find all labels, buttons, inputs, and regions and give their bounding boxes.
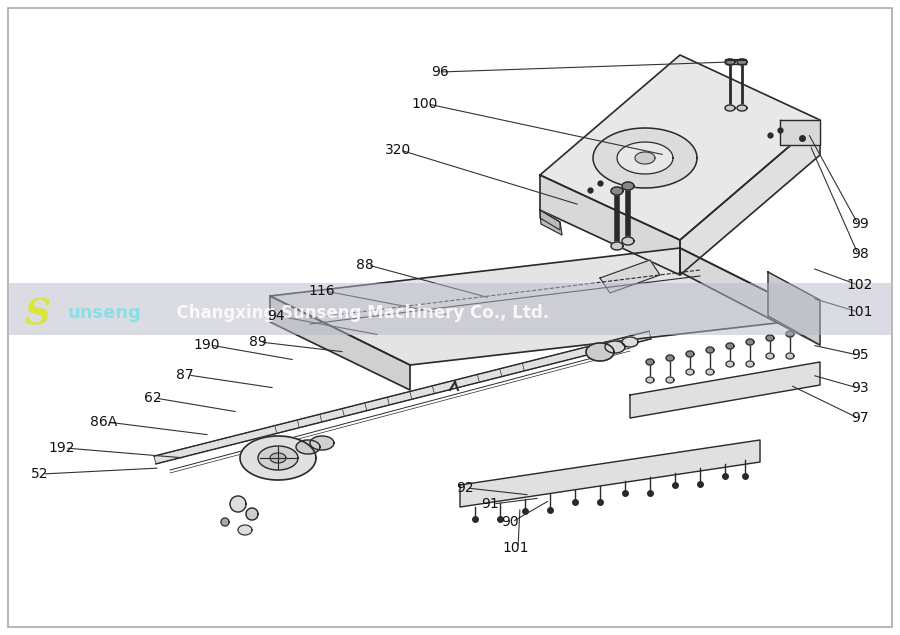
Polygon shape bbox=[666, 377, 674, 383]
Polygon shape bbox=[310, 436, 334, 450]
Polygon shape bbox=[617, 142, 673, 174]
Polygon shape bbox=[622, 237, 634, 245]
Text: 62: 62 bbox=[144, 391, 162, 405]
Polygon shape bbox=[600, 260, 660, 293]
Polygon shape bbox=[270, 296, 410, 390]
Bar bbox=[8, 283, 892, 335]
Text: 91: 91 bbox=[482, 497, 499, 511]
Polygon shape bbox=[680, 248, 820, 345]
Text: 96: 96 bbox=[431, 65, 449, 79]
Text: 102: 102 bbox=[847, 278, 873, 292]
Polygon shape bbox=[646, 377, 654, 383]
Text: 86A: 86A bbox=[90, 415, 118, 429]
Text: 52: 52 bbox=[32, 467, 49, 481]
Polygon shape bbox=[540, 210, 560, 230]
Polygon shape bbox=[666, 355, 674, 361]
Polygon shape bbox=[786, 331, 794, 337]
Text: 99: 99 bbox=[851, 217, 868, 231]
Text: 192: 192 bbox=[49, 441, 76, 455]
Polygon shape bbox=[238, 525, 252, 535]
Polygon shape bbox=[221, 518, 229, 526]
Polygon shape bbox=[622, 337, 638, 347]
Polygon shape bbox=[726, 343, 734, 349]
Text: 94: 94 bbox=[267, 309, 284, 323]
Polygon shape bbox=[680, 120, 820, 275]
Polygon shape bbox=[786, 353, 794, 359]
Polygon shape bbox=[737, 59, 747, 65]
Text: Changxing Sunseng Machinery Co., Ltd.: Changxing Sunseng Machinery Co., Ltd. bbox=[165, 304, 549, 322]
Polygon shape bbox=[646, 359, 654, 365]
Polygon shape bbox=[540, 175, 680, 275]
Polygon shape bbox=[737, 105, 747, 111]
Text: 87: 87 bbox=[176, 368, 194, 382]
Polygon shape bbox=[746, 361, 754, 367]
Text: S: S bbox=[25, 296, 51, 330]
Polygon shape bbox=[780, 120, 820, 145]
Polygon shape bbox=[726, 361, 734, 367]
Polygon shape bbox=[635, 152, 655, 164]
Text: 95: 95 bbox=[851, 348, 868, 362]
Text: 93: 93 bbox=[851, 381, 868, 395]
Text: 101: 101 bbox=[503, 541, 529, 555]
Polygon shape bbox=[766, 335, 774, 341]
Text: 88: 88 bbox=[356, 258, 374, 272]
Polygon shape bbox=[686, 369, 694, 375]
Polygon shape bbox=[725, 105, 735, 111]
Polygon shape bbox=[240, 436, 316, 480]
Text: 92: 92 bbox=[456, 481, 473, 495]
Polygon shape bbox=[605, 341, 625, 353]
Polygon shape bbox=[630, 362, 820, 418]
Polygon shape bbox=[768, 272, 820, 345]
Polygon shape bbox=[611, 187, 623, 195]
Polygon shape bbox=[230, 496, 246, 512]
Text: 100: 100 bbox=[412, 97, 438, 111]
Polygon shape bbox=[706, 347, 714, 353]
Text: 116: 116 bbox=[309, 284, 336, 298]
Text: 320: 320 bbox=[385, 143, 411, 157]
Text: unseng: unseng bbox=[68, 304, 142, 322]
Polygon shape bbox=[270, 453, 286, 463]
Text: 98: 98 bbox=[851, 247, 868, 261]
Polygon shape bbox=[686, 351, 694, 357]
Polygon shape bbox=[586, 343, 614, 361]
Text: S: S bbox=[25, 297, 51, 331]
Polygon shape bbox=[766, 353, 774, 359]
Polygon shape bbox=[706, 369, 714, 375]
Text: 101: 101 bbox=[847, 305, 873, 319]
Polygon shape bbox=[746, 339, 754, 345]
Polygon shape bbox=[622, 182, 634, 190]
Polygon shape bbox=[296, 440, 320, 454]
Text: 90: 90 bbox=[501, 515, 518, 529]
Polygon shape bbox=[540, 210, 562, 235]
Polygon shape bbox=[593, 128, 697, 188]
Polygon shape bbox=[460, 440, 760, 507]
Polygon shape bbox=[154, 331, 651, 464]
Polygon shape bbox=[725, 59, 735, 65]
Text: 190: 190 bbox=[194, 338, 220, 352]
Polygon shape bbox=[540, 55, 820, 240]
Polygon shape bbox=[246, 508, 258, 520]
Polygon shape bbox=[611, 242, 623, 250]
Polygon shape bbox=[270, 248, 820, 365]
Text: 97: 97 bbox=[851, 411, 868, 425]
Text: 89: 89 bbox=[249, 335, 267, 349]
Polygon shape bbox=[258, 446, 298, 470]
